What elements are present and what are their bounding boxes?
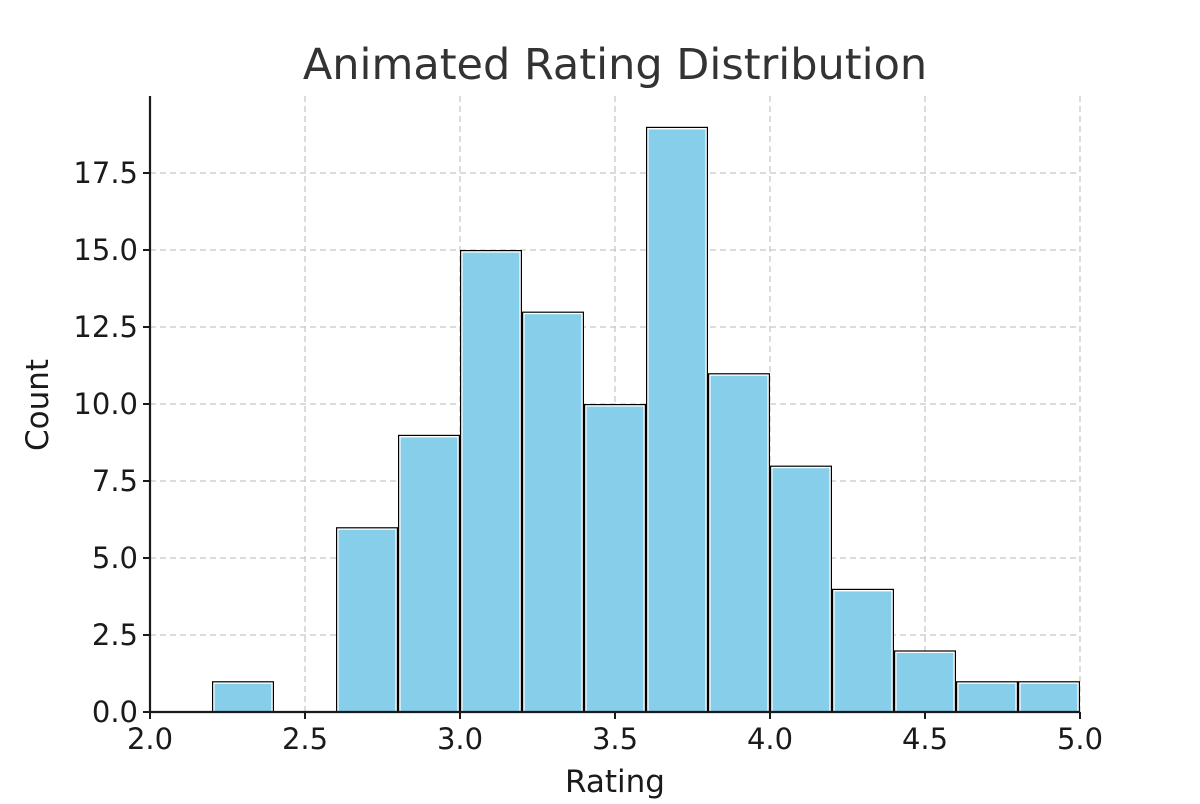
x-tick-label: 2.5 [282, 722, 328, 756]
x-tick-label: 4.0 [747, 722, 793, 756]
y-tick-label: 7.5 [92, 464, 138, 498]
bars-layer [212, 126, 1080, 713]
histogram-bar-fill [772, 468, 830, 712]
x-tick-label: 3.0 [437, 722, 483, 756]
histogram-bar [212, 681, 274, 712]
histogram-bar-fill [462, 252, 520, 712]
histogram-bar [770, 465, 832, 712]
y-tick-label: 10.0 [73, 387, 138, 421]
y-tick-label: 15.0 [73, 233, 138, 267]
chart-title: Animated Rating Distribution [303, 40, 927, 90]
x-tick-label: 2.0 [127, 722, 173, 756]
y-tick-label: 2.5 [92, 618, 138, 652]
x-axis-title: Rating [565, 764, 665, 800]
histogram-bar-fill [400, 437, 458, 712]
histogram-bar-fill [338, 529, 396, 712]
histogram-bar [336, 527, 398, 712]
histogram-bar [956, 681, 1018, 712]
histogram-bar-fill [214, 683, 272, 712]
histogram-bar [646, 126, 708, 713]
y-tick-label: 12.5 [73, 310, 138, 344]
histogram-bar [398, 434, 460, 712]
histogram-bar [832, 588, 894, 712]
y-tick-label: 5.0 [92, 541, 138, 575]
histogram-bar-fill [1020, 683, 1078, 712]
histogram-bar [522, 311, 584, 712]
x-tick-label: 3.5 [592, 722, 638, 756]
histogram-bar [584, 404, 646, 712]
y-tick-label: 0.0 [92, 695, 138, 729]
histogram-bar-fill [524, 314, 582, 712]
histogram-bar [708, 373, 770, 712]
y-tick-label: 17.5 [73, 156, 138, 190]
y-axis-title: Count [20, 359, 56, 451]
x-tick-label: 5.0 [1057, 722, 1103, 756]
histogram-bar-fill [958, 683, 1016, 712]
histogram-bar-fill [834, 591, 892, 712]
histogram-bar [1018, 681, 1080, 712]
histogram-bar [460, 250, 522, 712]
histogram-bar-fill [586, 406, 644, 712]
histogram-bar-fill [648, 129, 706, 712]
x-tick-label: 4.5 [902, 722, 948, 756]
histogram-bar [894, 650, 956, 712]
histogram-bar-fill [710, 375, 768, 712]
histogram-bar-fill [896, 653, 954, 712]
ticks-layer: 2.0 2.5 3.0 3.5 4.0 4.5 5.0 0.0 2.5 5.0 7.5 10.0 12.… [73, 156, 1103, 756]
